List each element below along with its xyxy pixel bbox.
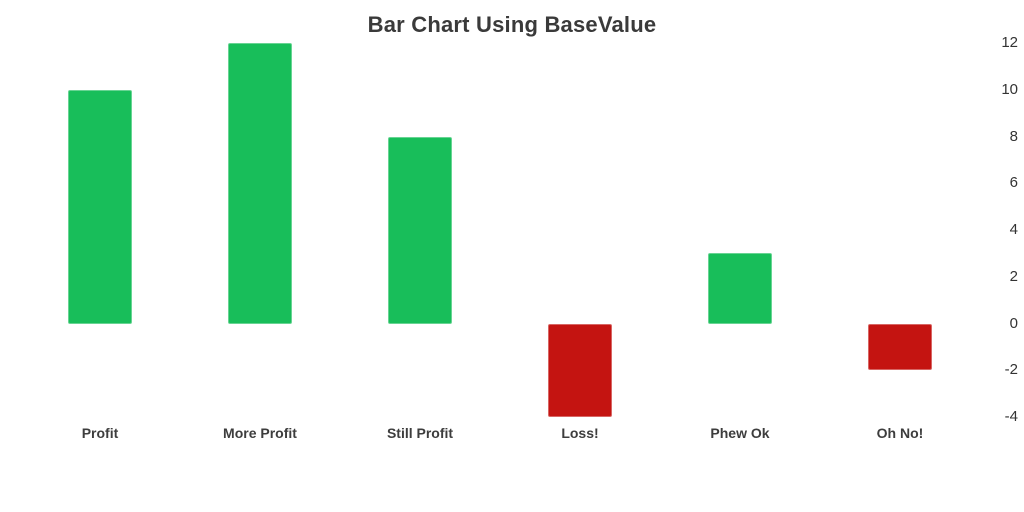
category-label-4: Phew Ok <box>710 425 770 441</box>
y-axis-tick-label: 10 <box>1001 80 1018 98</box>
category-label-0: Profit <box>81 425 119 441</box>
y-axis-tick-label: 2 <box>1009 267 1018 285</box>
category-label-2: Still Profit <box>386 425 454 441</box>
bar-0[interactable] <box>68 89 132 324</box>
chart-title: Bar Chart Using BaseValue <box>367 12 657 37</box>
y-axis-tick-label: 4 <box>1009 221 1018 238</box>
y-axis-tick-label: 12 <box>1001 34 1018 51</box>
y-axis-tick-label: -4 <box>1004 408 1018 425</box>
y-axis-tick-label: 8 <box>1009 127 1018 145</box>
bar-2[interactable] <box>388 136 452 324</box>
bar-5[interactable] <box>868 323 932 371</box>
bar-4[interactable] <box>708 253 772 324</box>
bar-3[interactable] <box>548 323 612 417</box>
category-label-1: More Profit <box>223 425 297 441</box>
y-axis-tick-label: 0 <box>1009 314 1018 332</box>
y-axis-tick-label: -2 <box>1004 361 1018 379</box>
category-label-5: Oh No! <box>876 425 924 441</box>
y-axis-tick-label: 6 <box>1009 174 1018 192</box>
category-label-3: Loss! <box>561 425 599 441</box>
bar-1[interactable] <box>228 43 292 324</box>
